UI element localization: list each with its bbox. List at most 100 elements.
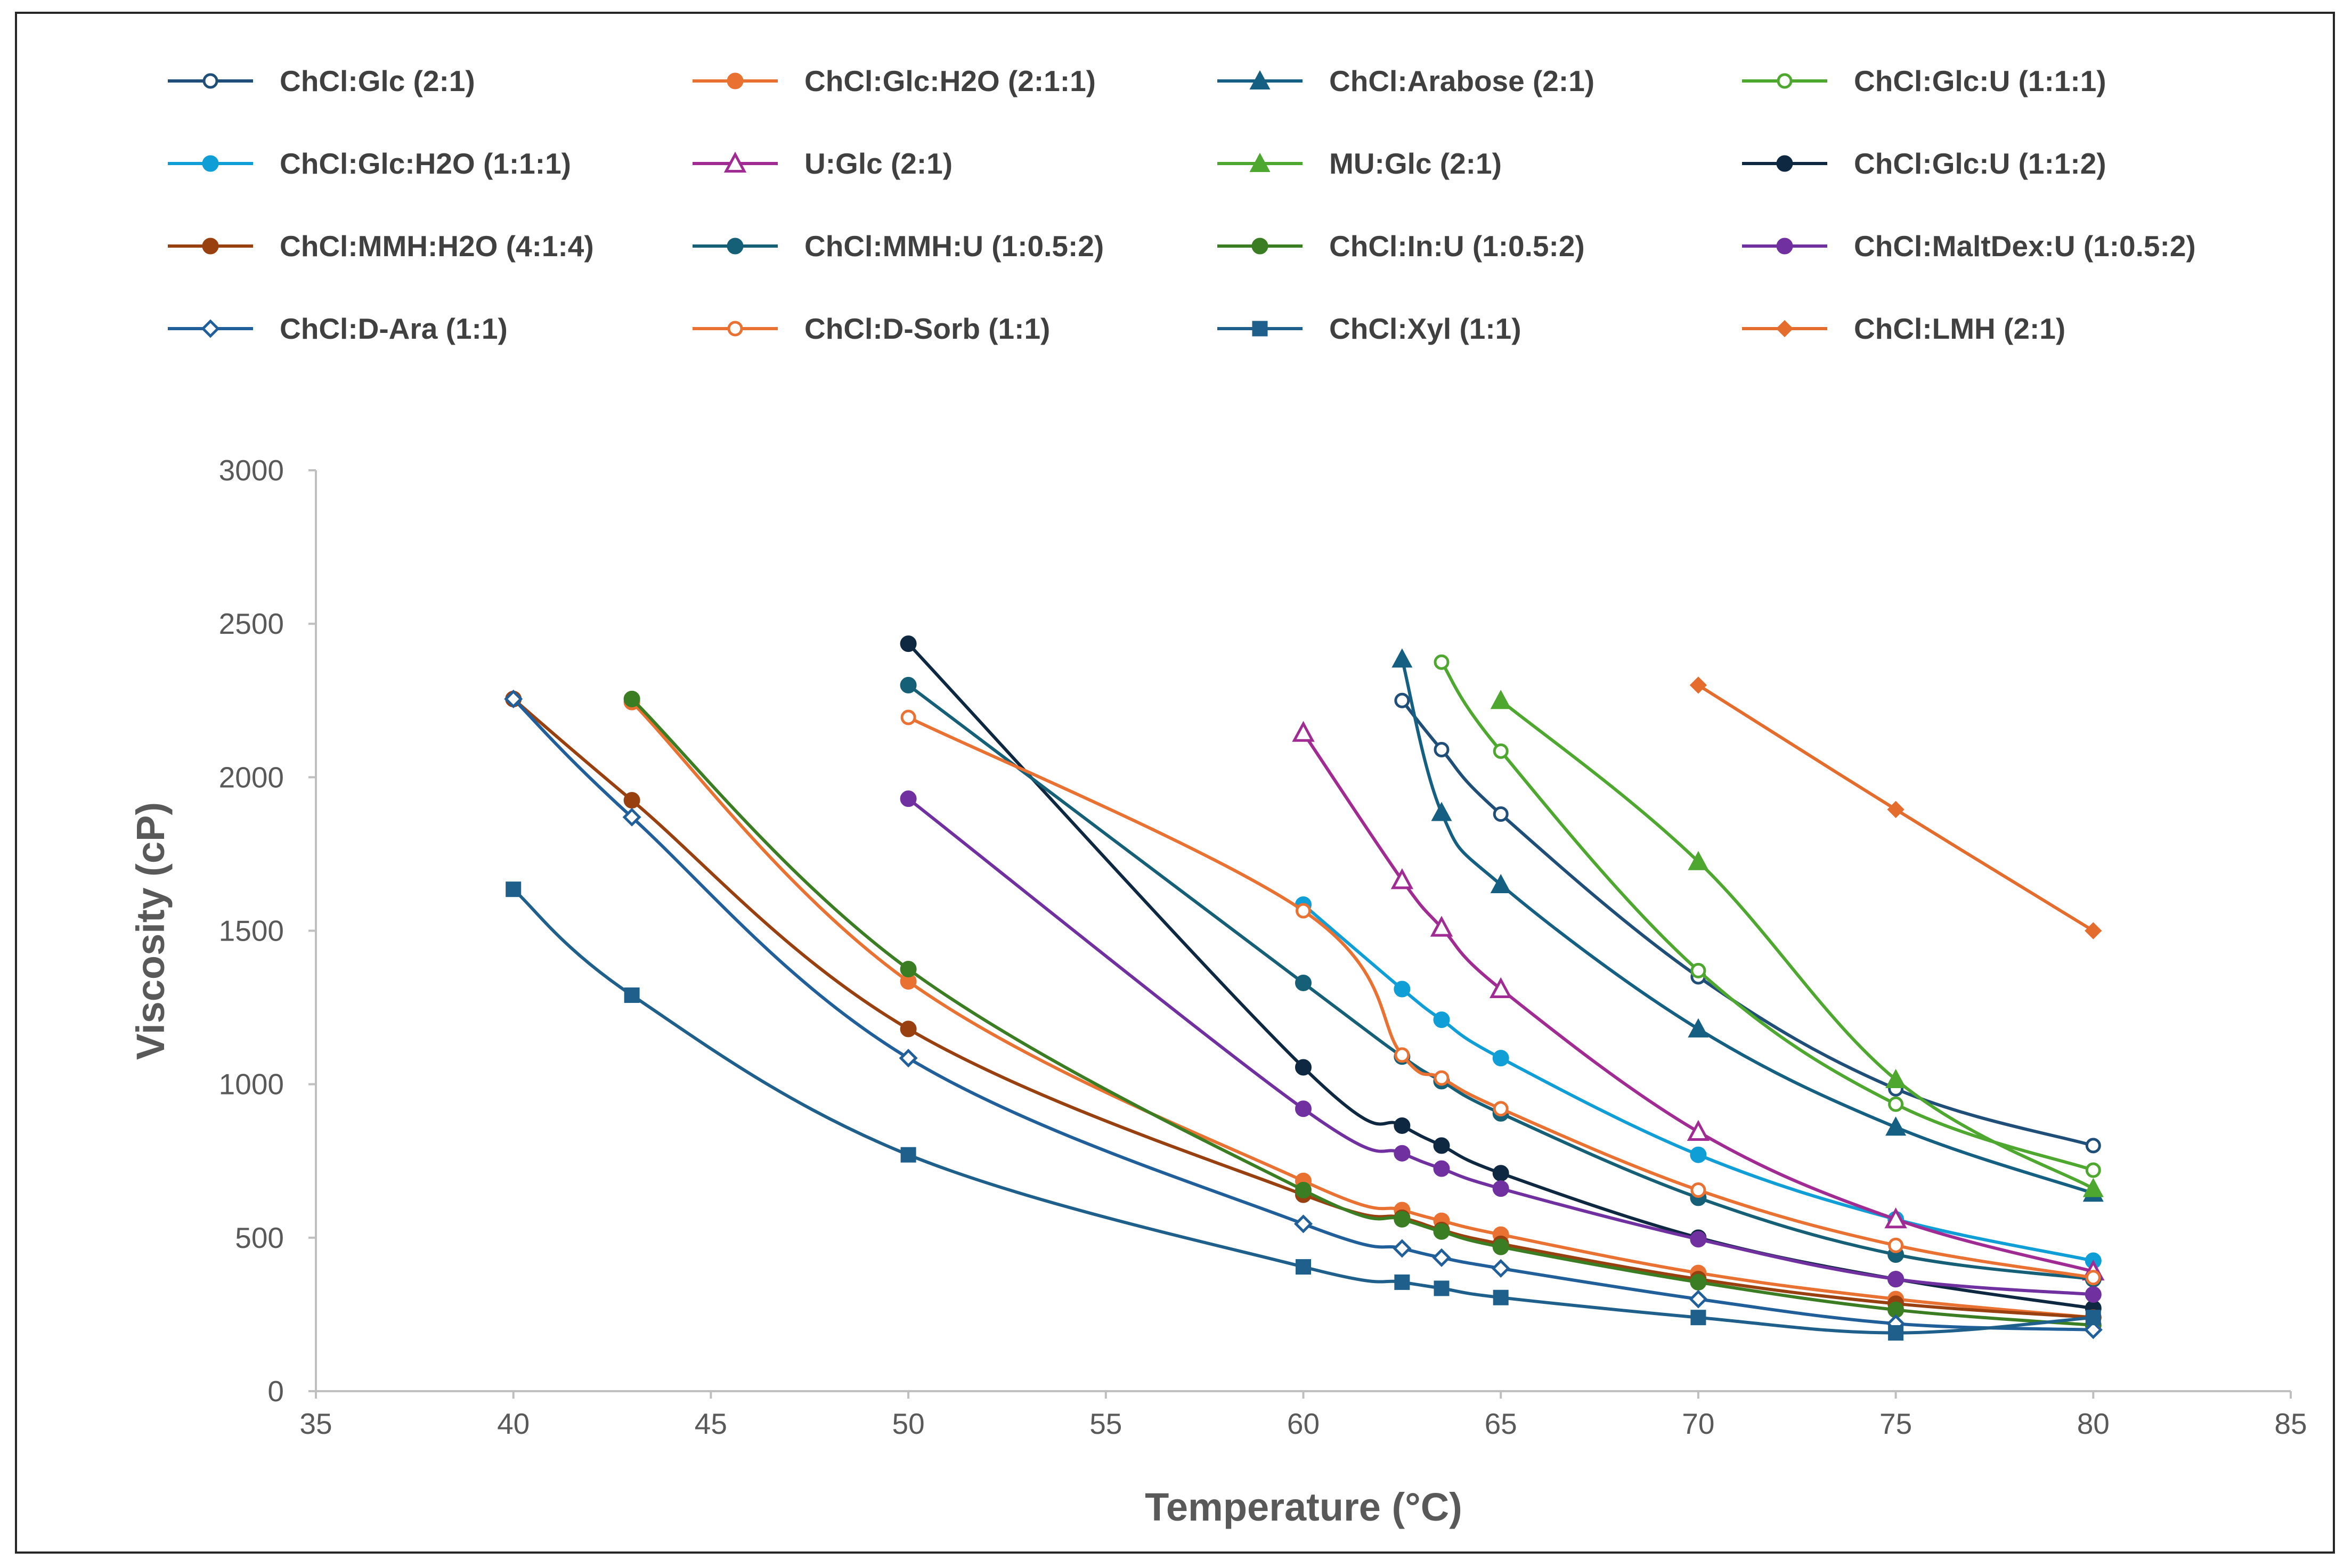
series-15: [1689, 676, 2102, 940]
data-point: [1884, 1207, 1907, 1229]
legend-swatch-marker: [202, 73, 218, 89]
y-tick-label: 3000: [219, 454, 284, 487]
series-14: [506, 881, 2101, 1341]
y-tick-label: 0: [267, 1375, 284, 1408]
legend-swatch-marker: [723, 151, 747, 173]
x-tick-label: 40: [497, 1407, 530, 1440]
series-3: [1434, 654, 2101, 1178]
x-tick-label: 80: [2077, 1407, 2110, 1440]
legend-label: ChCl:Glc:U (1:1:2): [1854, 147, 2106, 180]
data-point: [1295, 1182, 1312, 1199]
y-tick-label: 500: [235, 1221, 284, 1254]
y-tick-label: 1000: [219, 1068, 284, 1101]
data-point: [1490, 977, 1512, 998]
series-7: [900, 635, 2102, 1317]
data-point: [1393, 1239, 1412, 1258]
data-point: [504, 689, 523, 708]
legend-swatch-marker: [1777, 73, 1793, 89]
legend-label: ChCl:Glc:H2O (1:1:1): [280, 147, 571, 180]
data-point: [1885, 1116, 1907, 1136]
data-point: [1296, 1259, 1311, 1275]
series-4: [1295, 896, 2102, 1269]
legend-label: ChCl:Arabose (2:1): [1329, 64, 1594, 97]
data-point: [1432, 1248, 1451, 1267]
data-point: [1490, 690, 1511, 709]
data-point: [1431, 802, 1452, 821]
data-point: [900, 961, 917, 978]
series-5: [1292, 721, 2105, 1281]
legend-entry: ChCl:Glc (2:1): [168, 64, 475, 97]
series-line: [1500, 699, 2094, 1190]
x-tick-label: 75: [1879, 1407, 1912, 1440]
data-point: [1887, 801, 1905, 818]
data-point: [1690, 962, 1706, 978]
data-point: [1888, 1325, 1904, 1341]
legend-swatch-marker: [1776, 238, 1793, 255]
series-10: [623, 690, 2102, 1334]
data-point: [1888, 1096, 1904, 1112]
data-point: [1493, 806, 1509, 822]
legend-swatch-marker: [1776, 155, 1793, 172]
legend-swatch-marker: [202, 238, 219, 255]
x-tick-label: 35: [299, 1407, 332, 1440]
series-1: [623, 693, 2102, 1326]
y-tick-labels: 0 500 1000 1500 2000 2500 3000: [219, 454, 316, 1408]
legend-label: ChCl:Xyl (1:1): [1329, 312, 1521, 345]
data-point: [1689, 1289, 1708, 1309]
series-line: [631, 698, 2094, 1327]
data-point: [1490, 873, 1511, 893]
data-point: [1390, 868, 1414, 889]
legend-label: ChCl:D-Sorb (1:1): [804, 312, 1050, 345]
data-point: [1491, 1259, 1510, 1278]
legend-swatch-marker: [1776, 320, 1794, 338]
data-point: [622, 807, 641, 827]
legend-entry: ChCl:Glc:H2O (2:1:1): [693, 64, 1096, 97]
series-11: [900, 790, 2102, 1303]
data-point: [1394, 692, 1410, 708]
data-point: [1391, 648, 1413, 668]
legend-entry: ChCl:D-Sorb (1:1): [693, 312, 1050, 345]
series-line: [1401, 699, 2094, 1147]
y-tick-label: 2500: [219, 607, 284, 640]
data-point: [2085, 1162, 2101, 1178]
data-point: [1493, 743, 1509, 759]
axes: [315, 470, 2291, 1392]
legend-entry: ChCl:In:U (1:0.5:2): [1217, 230, 1585, 263]
data-point: [1434, 654, 1450, 670]
legend-entry: ChCl:D-Ara (1:1): [168, 312, 508, 345]
legend-entry: U:Glc (2:1): [693, 147, 953, 180]
legend-swatch-marker: [1249, 70, 1271, 89]
data-point: [900, 709, 916, 725]
data-point: [1434, 741, 1450, 757]
data-point: [506, 881, 522, 897]
x-tick-label: 60: [1287, 1407, 1320, 1440]
legend-entry: ChCl:Xyl (1:1): [1217, 312, 1521, 345]
legend-swatch-marker: [727, 238, 744, 255]
data-point: [1493, 1101, 1509, 1117]
data-point: [1690, 1231, 1707, 1248]
legend-swatch-marker: [202, 155, 219, 172]
data-point: [900, 790, 917, 807]
data-point: [1888, 1237, 1904, 1253]
series-13: [900, 709, 2101, 1286]
data-point: [1293, 1214, 1313, 1234]
series-line: [1302, 903, 2094, 1263]
data-point: [1296, 903, 1311, 919]
legend-entry: ChCl:Glc:U (1:1:2): [1742, 147, 2106, 180]
data-point: [1885, 1068, 1907, 1088]
legend-label: ChCl:Glc (2:1): [280, 64, 475, 97]
legend-label: ChCl:Glc:U (1:1:1): [1854, 64, 2106, 97]
data-point: [623, 690, 640, 707]
x-tick-labels: 35 40 45 50 55 60 65 70 75 80 85: [299, 1391, 2307, 1440]
y-tick-label: 2000: [219, 761, 284, 794]
y-tick-label: 1500: [219, 914, 284, 948]
data-point: [1690, 1310, 1706, 1326]
legend-swatch-marker: [727, 321, 743, 337]
legend-label: ChCl:LMH (2:1): [1854, 312, 2065, 345]
legend-entry: ChCl:MMH:H2O (4:1:4): [168, 230, 594, 263]
data-point: [1689, 676, 1707, 694]
data-point: [1493, 1289, 1509, 1305]
series-line: [512, 698, 2094, 1332]
legend-label: MU:Glc (2:1): [1329, 147, 1502, 180]
legend-label: ChCl:D-Ara (1:1): [280, 312, 508, 345]
